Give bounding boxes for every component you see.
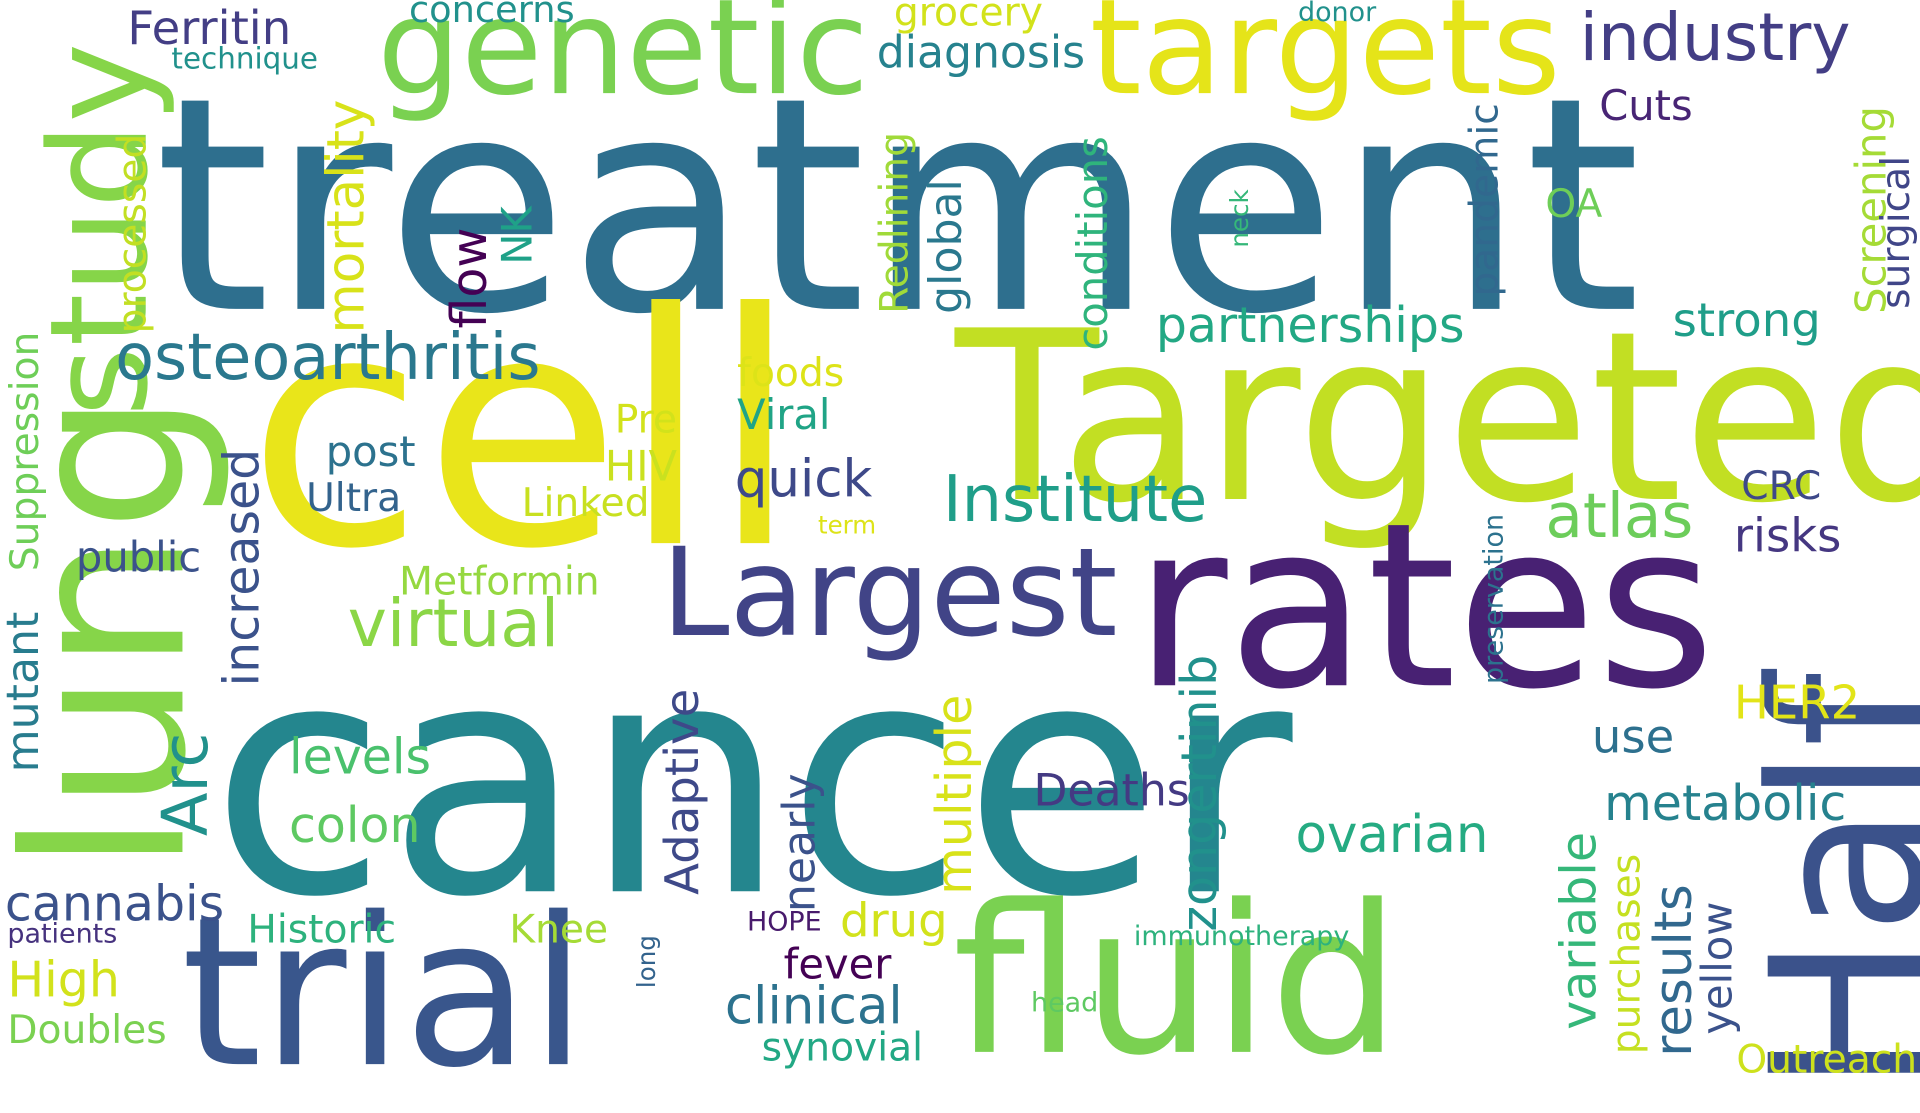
word-adaptive: Adaptive <box>655 688 709 895</box>
word-nearly: nearly <box>775 773 826 913</box>
word-levels: levels <box>288 729 431 786</box>
word-cell: cell <box>247 245 800 620</box>
word-diagnosis: diagnosis <box>876 28 1086 79</box>
word-pandemic: pandemic <box>1460 103 1508 297</box>
word-cannabis: cannabis <box>4 876 225 933</box>
word-technique: technique <box>171 41 318 77</box>
word-conditions: conditions <box>1068 136 1118 351</box>
word-long: long <box>631 935 662 989</box>
word-flow: flow <box>442 227 499 329</box>
word-virtual: virtual <box>347 584 560 662</box>
word-osteoarthritis: osteoarthritis <box>115 321 541 395</box>
word-metabolic: metabolic <box>1604 775 1847 833</box>
word-yellow: yellow <box>1693 901 1743 1035</box>
word-cuts: Cuts <box>1599 82 1693 132</box>
word-trial: trial <box>181 872 587 1113</box>
word-global: global <box>922 179 973 314</box>
word-half: Half <box>1725 672 1920 1094</box>
word-use: use <box>1591 709 1675 764</box>
word-neck: neck <box>1224 189 1254 248</box>
word-results: results <box>1643 884 1704 1057</box>
word-partnerships: partnerships <box>1155 297 1465 355</box>
word-industry: industry <box>1579 0 1851 77</box>
word-mutant: mutant <box>0 611 49 773</box>
word-clinical: clinical <box>724 975 903 1036</box>
word-surgical: surgical <box>1872 155 1919 309</box>
word-concerns: concerns <box>408 0 575 32</box>
word-synovial: synovial <box>761 1023 924 1071</box>
word-preservation: preservation <box>1479 513 1510 685</box>
word-targets: targets <box>1089 0 1561 126</box>
word-her2: HER2 <box>1733 675 1861 730</box>
word-genetic: genetic <box>377 0 869 126</box>
word-targeted: Targeted <box>955 281 1920 556</box>
word-arc: Arc <box>149 732 223 837</box>
word-mortality: mortality <box>315 99 376 334</box>
word-redlining: Redlining <box>870 131 918 314</box>
word-hiv: HIV <box>604 442 677 492</box>
word-pre: Pre <box>614 395 677 443</box>
word-purchases: purchases <box>1602 853 1650 1055</box>
word-fever: fever <box>783 940 892 990</box>
word-quick: quick <box>734 448 873 509</box>
word-public: public <box>75 533 202 583</box>
word-risks: risks <box>1733 508 1842 563</box>
word-post: post <box>325 427 416 477</box>
word-processed: processed <box>108 133 156 334</box>
word-institute: Institute <box>942 463 1208 537</box>
word-rates: rates <box>1133 473 1716 740</box>
word-knee: Knee <box>509 905 609 953</box>
word-deaths: Deaths <box>1033 766 1190 817</box>
word-drug: drug <box>840 893 948 948</box>
word-ovarian: ovarian <box>1295 804 1489 865</box>
word-linked: Linked <box>521 479 650 526</box>
word-ultra: Ultra <box>306 474 402 522</box>
word-suppression: Suppression <box>1 331 48 572</box>
word-nk: NK <box>493 206 543 265</box>
word-ferritin: Ferritin <box>127 1 292 56</box>
word-immunotherapy: immunotherapy <box>1133 921 1350 953</box>
word-atlas: atlas <box>1545 480 1694 552</box>
word-grocery: grocery <box>893 0 1043 36</box>
word-patients: patients <box>7 919 118 951</box>
word-fluid: fluid <box>952 860 1401 1101</box>
word-multiple: multiple <box>926 694 984 895</box>
word-high: High <box>7 952 120 1009</box>
word-donor: donor <box>1297 0 1377 29</box>
word-largest: Largest <box>661 521 1118 665</box>
word-oa: OA <box>1545 180 1603 227</box>
word-metformin: Metformin <box>399 557 600 605</box>
word-cancer: cancer <box>210 593 1293 968</box>
word-increased: increased <box>214 448 271 687</box>
word-hope: HOPE <box>746 907 822 938</box>
word-foods: foods <box>737 349 845 396</box>
word-historic: Historic <box>247 905 396 953</box>
word-variable: variable <box>1551 831 1608 1030</box>
word-treatment: treatment <box>154 34 1641 381</box>
word-viral: Viral <box>737 391 831 441</box>
word-outreach: Outreach <box>1736 1035 1918 1083</box>
word-zongertinib: zongertinib <box>1171 654 1229 932</box>
word-crc: CRC <box>1741 462 1822 509</box>
word-head: head <box>1031 988 1099 1019</box>
word-term: term <box>817 509 877 540</box>
word-strong: strong <box>1672 292 1821 347</box>
word-colon: colon <box>288 798 421 855</box>
word-doubles: Doubles <box>7 1006 167 1054</box>
